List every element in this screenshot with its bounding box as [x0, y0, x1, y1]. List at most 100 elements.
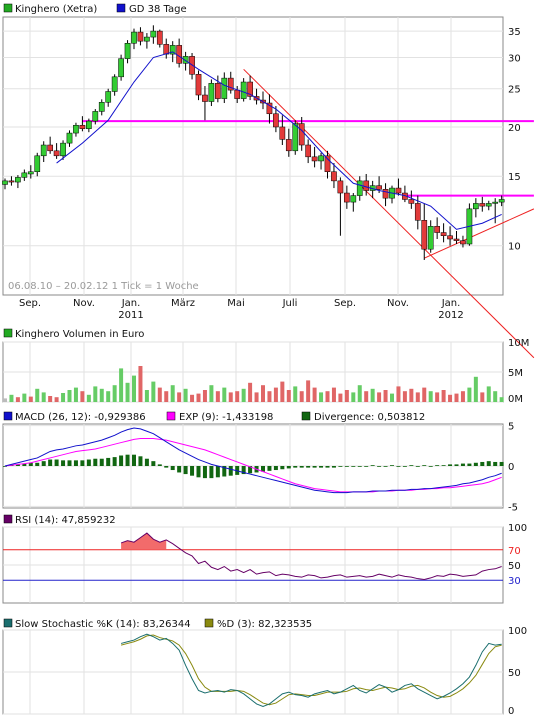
volume-y-tick: 5M [508, 368, 523, 379]
price-x-tick: Juli [282, 298, 298, 309]
divergence-bar [73, 460, 78, 466]
stochastic-layer [120, 633, 502, 707]
candle-body [318, 155, 324, 162]
volume-bar [99, 388, 104, 402]
volume-bar [112, 385, 117, 402]
volume-bar [402, 391, 407, 402]
divergence-bar [364, 466, 369, 467]
stochastic-legend: Slow Stochastic %K (14): 83,26344 %D (3)… [3, 618, 312, 630]
candle-body [105, 91, 112, 103]
legend-swatch-kinghero [3, 3, 13, 13]
candle-body [60, 142, 66, 157]
rsi-y-tick: 30 [508, 576, 521, 587]
price-y-tick: 25 [508, 85, 521, 96]
divergence-bar [319, 466, 324, 468]
macd-y-tick: 5 [508, 422, 514, 433]
volume-bar [215, 391, 220, 402]
volume-bar [435, 392, 440, 402]
volume-bar [41, 392, 46, 402]
volume-bar [248, 382, 253, 402]
candle-body [144, 36, 150, 42]
volume-bar [448, 394, 453, 402]
volume-bar [486, 386, 491, 402]
candle-body [53, 150, 60, 157]
divergence-bar [151, 461, 156, 466]
divergence-bar [273, 466, 278, 471]
candle-body [47, 144, 53, 152]
candle-body [2, 180, 8, 185]
price-x-tick: Sep. [334, 298, 356, 309]
volume-bar [106, 391, 111, 402]
macd-y-tick: 0 [508, 462, 514, 473]
volume-bar [222, 387, 227, 402]
volume-bar [67, 390, 72, 402]
candle-body [324, 155, 331, 172]
divergence-bar [325, 466, 330, 468]
candle-body [285, 139, 292, 152]
legend-rsi: RSI (14): 47,859232 [15, 515, 116, 526]
volume-bar [267, 391, 272, 402]
volume-bar [48, 396, 53, 402]
price-x-tick: 2012 [438, 310, 463, 321]
volume-bar [415, 392, 420, 402]
volume-bar [273, 387, 278, 402]
candle-body [221, 77, 228, 99]
candle-body [331, 171, 337, 182]
candle-body [66, 132, 73, 144]
divergence-bar [344, 466, 349, 467]
divergence-bar [261, 466, 265, 472]
volume-bar [441, 390, 446, 402]
legend-stoch-k: Slow Stochastic %K (14): 83,26344 [15, 619, 191, 630]
price-y-tick: 35 [508, 27, 521, 38]
volume-bar [164, 391, 169, 402]
candle-body [27, 171, 34, 175]
divergence-bar [467, 463, 472, 466]
volume-bar [170, 385, 175, 402]
volume-bar [9, 394, 14, 402]
candle-body [395, 187, 402, 194]
candle-body [73, 125, 79, 134]
candle-body [208, 83, 215, 102]
candle-body [163, 44, 170, 55]
price-y-tick: 20 [508, 123, 521, 134]
volume-bar [364, 391, 369, 402]
divergence-bar [402, 466, 407, 467]
divergence-bar [106, 457, 111, 466]
price-panel-frame [2, 16, 504, 296]
rsi-y-tick: 70 [508, 546, 521, 557]
candle-body [479, 203, 486, 207]
candle-body [215, 83, 221, 99]
divergence-bar [428, 466, 433, 467]
divergence-bar [280, 466, 285, 470]
divergence-bar [112, 457, 117, 466]
rsi-legend: RSI (14): 47,859232 [3, 514, 116, 526]
volume-layer [3, 366, 504, 402]
candle-body [434, 226, 440, 233]
volume-bar [183, 388, 188, 402]
candle-body [492, 201, 499, 204]
rsi-y-tick: 100 [508, 523, 527, 534]
divergence-bar [209, 466, 214, 479]
divergence-bar [190, 466, 195, 476]
divergence-bar [196, 466, 201, 478]
volume-bar [119, 368, 124, 402]
volume-bar [93, 386, 98, 402]
candle-body [8, 180, 15, 183]
legend-macd: MACD (26, 12): -0,929386 [15, 412, 146, 423]
stoch-y-tick: 50 [508, 668, 521, 679]
price-x-tick: Mai [227, 298, 245, 309]
volume-bar [202, 390, 207, 402]
volume-bar [293, 386, 298, 402]
divergence-bar [177, 466, 182, 473]
divergence-bar [241, 466, 246, 475]
candle-body [202, 94, 208, 102]
volume-bar [377, 392, 382, 402]
divergence-bar [267, 466, 272, 471]
volume-bar [3, 398, 7, 402]
volume-bar [460, 391, 465, 402]
candle-body [414, 203, 421, 221]
candle-body [408, 199, 415, 204]
legend-swatch-volume [3, 328, 13, 338]
candle-body [498, 199, 505, 203]
